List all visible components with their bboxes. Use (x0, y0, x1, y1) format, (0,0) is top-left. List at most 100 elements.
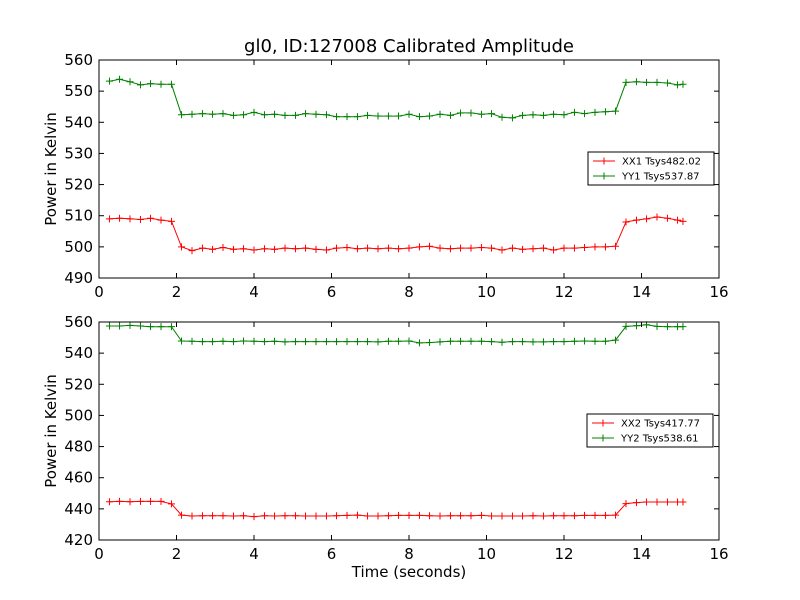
data-point (291, 111, 299, 119)
x-tick-label: 10 (477, 545, 496, 563)
data-point (291, 512, 299, 520)
data-point (384, 112, 392, 120)
data-point (622, 78, 630, 86)
data-point (167, 217, 175, 225)
data-point (178, 337, 186, 345)
data-point (477, 511, 485, 519)
y-tick-label: 510 (64, 207, 93, 225)
data-point (457, 244, 465, 252)
data-point (364, 338, 372, 346)
legend-entry: XX2 Tsys417.77 (621, 419, 700, 430)
data-point (291, 245, 299, 253)
data-point (415, 339, 423, 347)
data-point (550, 338, 558, 346)
data-point (653, 213, 661, 221)
data-point (281, 512, 289, 520)
data-point (529, 111, 537, 119)
data-point (632, 216, 640, 224)
data-point (591, 511, 599, 519)
data-point (167, 500, 175, 508)
data-point (147, 497, 155, 505)
plot-bottom: 0 2 4 6 8 10 12 14 16 420 440 460 480 500 520 540 560 Po… (42, 313, 729, 563)
data-point (581, 243, 589, 251)
data-point (663, 323, 671, 331)
data-point (240, 337, 248, 345)
data-point (519, 111, 527, 119)
data-point (281, 111, 289, 119)
data-point (374, 512, 382, 520)
y-tick-label: 480 (64, 438, 93, 456)
legend-entry: YY2 Tsys538.61 (620, 434, 699, 445)
data-point (105, 77, 113, 85)
data-point (550, 246, 558, 254)
data-point (147, 214, 155, 222)
data-point (663, 214, 671, 222)
data-point (601, 337, 609, 345)
data-point (188, 247, 196, 255)
data-point (229, 338, 237, 346)
data-point (209, 338, 217, 346)
plot-top-legend: XX1 Tsys482.02 YY1 Tsys537.87 (587, 151, 715, 186)
x-tick-label: 14 (632, 545, 651, 563)
data-point (250, 513, 258, 521)
data-point (260, 338, 268, 346)
data-point (136, 215, 144, 223)
data-point (271, 512, 279, 520)
y-tick-label: 490 (64, 269, 93, 287)
data-point (250, 337, 258, 345)
data-point (508, 244, 516, 252)
data-point (333, 512, 341, 520)
data-point (570, 512, 578, 520)
data-point (364, 512, 372, 520)
x-tick-label: 8 (404, 283, 414, 301)
data-point (136, 322, 144, 330)
x-tick-label: 4 (249, 283, 259, 301)
data-point (178, 111, 186, 119)
x-tick-label: 2 (172, 283, 182, 301)
data-point (395, 337, 403, 345)
legend-entry: XX1 Tsys482.02 (622, 157, 701, 168)
legend-marker (600, 172, 608, 180)
data-point (560, 111, 568, 119)
data-point (353, 511, 361, 519)
data-point (488, 512, 496, 520)
data-point (612, 107, 620, 115)
x-tick-label: 8 (404, 545, 414, 563)
data-point (178, 243, 186, 251)
plot-bottom-series (105, 321, 687, 521)
data-point (529, 338, 537, 346)
data-point (467, 244, 475, 252)
data-point (105, 498, 113, 506)
data-point (219, 243, 227, 251)
data-point (612, 242, 620, 250)
data-point (209, 512, 217, 520)
data-point (126, 321, 134, 329)
data-point (126, 78, 134, 86)
legend-marker (599, 419, 607, 427)
data-point (105, 215, 113, 223)
y-tick-label: 440 (64, 500, 93, 518)
data-point (679, 217, 687, 225)
data-point (364, 111, 372, 119)
data-point (632, 499, 640, 507)
data-point (343, 511, 351, 519)
data-point (384, 244, 392, 252)
data-point (622, 500, 630, 508)
data-point (488, 110, 496, 118)
y-tick-label: 530 (64, 144, 93, 162)
data-point (488, 244, 496, 252)
data-point (229, 245, 237, 253)
data-point (322, 338, 330, 346)
data-point (653, 498, 661, 506)
y-tick-label: 560 (64, 51, 93, 69)
data-point (477, 243, 485, 251)
data-point (539, 338, 547, 346)
data-point (302, 110, 310, 118)
data-point (167, 80, 175, 88)
y-tick-label: 560 (64, 313, 93, 331)
legend-entry: YY1 Tsys537.87 (621, 172, 700, 183)
data-point (105, 322, 113, 330)
data-point (291, 338, 299, 346)
